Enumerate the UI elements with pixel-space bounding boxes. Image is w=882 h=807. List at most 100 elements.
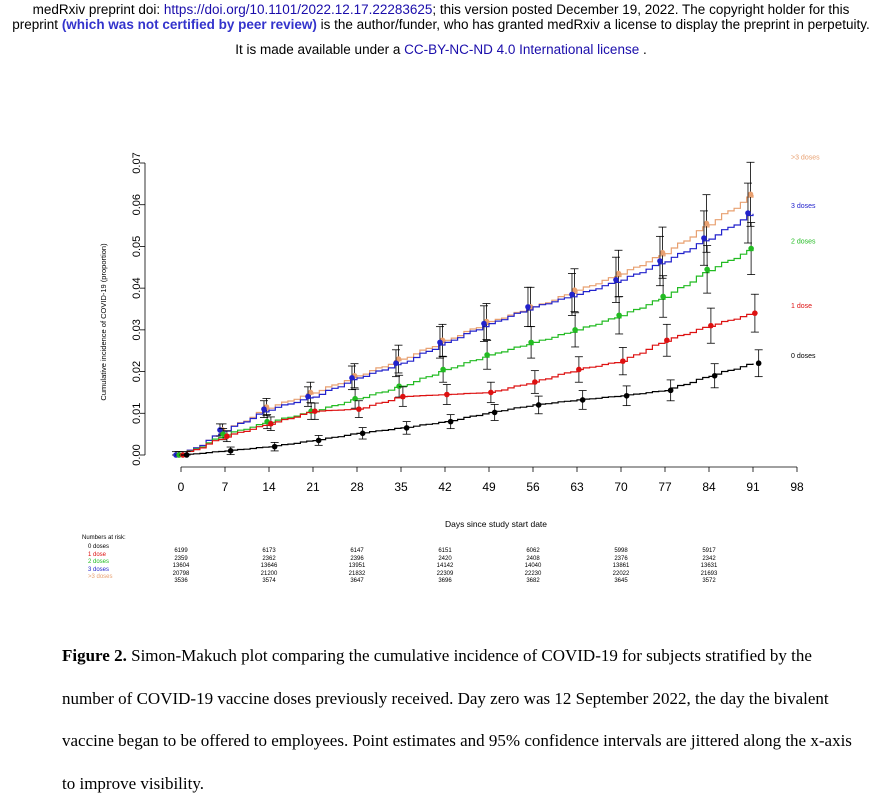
x-tick-label: 77: [658, 480, 672, 494]
data-point: [481, 320, 487, 327]
y-tick-label: 0.07: [131, 152, 143, 173]
data-point: [440, 366, 446, 373]
risk-value: 6173: [262, 548, 276, 554]
x-tick-label: 35: [394, 480, 408, 494]
risk-value: 2362: [262, 555, 276, 562]
data-point: [261, 406, 267, 412]
data-point: [525, 304, 531, 310]
x-tick-label: 56: [526, 480, 540, 494]
series-line: [181, 363, 754, 456]
caption-text: Simon-Makuch plot comparing the cumulati…: [62, 646, 852, 793]
data-point: [667, 387, 674, 394]
data-point: [447, 418, 454, 425]
data-point: [444, 391, 450, 398]
x-axis-label: Days since study start date: [445, 519, 547, 529]
doi-link[interactable]: https://doi.org/10.1101/2022.12.17.22283…: [163, 2, 433, 17]
data-point: [359, 430, 366, 437]
data-point: [183, 452, 190, 458]
data-point: [532, 379, 538, 385]
risk-label: 3 doses: [88, 566, 110, 573]
risk-value: 3574: [262, 578, 276, 584]
data-point: [745, 210, 751, 216]
data-point: [268, 420, 274, 427]
risk-value: 2342: [702, 555, 716, 562]
x-tick-label: 70: [614, 480, 628, 494]
data-point: [660, 293, 666, 300]
series-label: 2 doses: [791, 239, 816, 246]
peer-review-notice: (which was not certified by peer review): [61, 17, 317, 32]
series-layer: [171, 161, 763, 458]
data-point: [572, 327, 578, 333]
data-point: [615, 270, 622, 277]
chart-axes: 0 7 14 21 28 35 42 49 56 63 70 77 84 91 98 0.00 0.01 0.02…: [131, 152, 804, 494]
data-point: [535, 402, 542, 408]
risk-column: 6062 2408 14040 22230 3682: [513, 548, 553, 586]
risk-value: 3645: [614, 578, 628, 584]
risk-value: 2408: [526, 555, 540, 562]
y-tick-label: 0.02: [131, 361, 143, 382]
risk-column: 6151 2420 14142 22309 3696: [425, 548, 465, 586]
data-point: [659, 249, 666, 256]
x-tick-label: 63: [570, 480, 584, 494]
risk-column: 6199 2359 13604 20798 3536: [161, 548, 201, 586]
data-point: [395, 356, 402, 362]
data-point: [396, 383, 402, 389]
data-point: [708, 322, 714, 329]
series-3-doses: [171, 182, 754, 458]
series-label: 1 dose: [791, 303, 812, 310]
risk-value: 22309: [436, 570, 454, 577]
series-label: 3 doses: [791, 203, 816, 210]
risk-value: 21832: [348, 570, 366, 577]
risk-value: 21693: [700, 570, 718, 577]
series-label: 0 doses: [791, 353, 816, 360]
risk-value: 13631: [700, 563, 718, 569]
license-link[interactable]: CC-BY-NC-ND 4.0 International license: [404, 42, 640, 57]
data-point: [752, 310, 758, 316]
data-point: [491, 409, 498, 416]
risk-value: 2420: [438, 555, 452, 562]
series-line: [181, 249, 754, 456]
risk-value: 2376: [614, 555, 628, 562]
data-point: [569, 291, 575, 298]
series-line: [181, 313, 754, 456]
risk-value: 13646: [260, 563, 278, 569]
license-line: It is made available under a CC-BY-NC-ND…: [235, 42, 647, 57]
risk-label: 2 doses: [88, 559, 110, 565]
series-label: >3 doses: [791, 154, 820, 161]
series-3-doses: [174, 161, 755, 458]
risk-value: 3572: [702, 578, 716, 584]
y-tick-label: 0.06: [131, 194, 143, 215]
data-point: [701, 235, 707, 241]
risk-value: 13861: [612, 563, 630, 569]
data-point: [664, 337, 670, 344]
data-point: [620, 358, 626, 364]
data-point: [484, 352, 490, 358]
risk-column: 6147 2396 13951 21832 3647: [337, 548, 377, 586]
data-point: [400, 393, 406, 400]
x-tick-label: 49: [482, 480, 496, 494]
risk-value: 6199: [174, 548, 188, 554]
risk-value: 2396: [350, 555, 364, 562]
risk-column: 5917 2342 13631 21693 3572: [689, 548, 729, 586]
data-point: [403, 425, 410, 431]
risk-value: 2359: [174, 555, 188, 562]
data-point: [488, 389, 494, 396]
y-tick-label: 0.00: [131, 444, 143, 465]
risk-value: 13951: [348, 563, 366, 569]
risk-value: 14040: [524, 563, 542, 569]
data-point: [703, 220, 710, 227]
risk-value: 13604: [172, 563, 190, 569]
risk-value: 14142: [436, 563, 454, 569]
data-point: [748, 245, 754, 252]
data-point: [616, 312, 622, 319]
series-labels: >3 doses 3 doses 2 doses 1 dose 0 doses: [791, 154, 820, 360]
risk-label: 0 doses: [88, 544, 110, 550]
x-tick-label: 0: [178, 480, 185, 494]
data-point: [271, 443, 278, 450]
data-point: [305, 393, 311, 400]
risk-label: >3 doses: [88, 574, 113, 580]
data-point: [312, 408, 318, 415]
data-point: [315, 437, 322, 444]
x-tick-label: 98: [790, 480, 804, 494]
data-point: [393, 360, 399, 367]
